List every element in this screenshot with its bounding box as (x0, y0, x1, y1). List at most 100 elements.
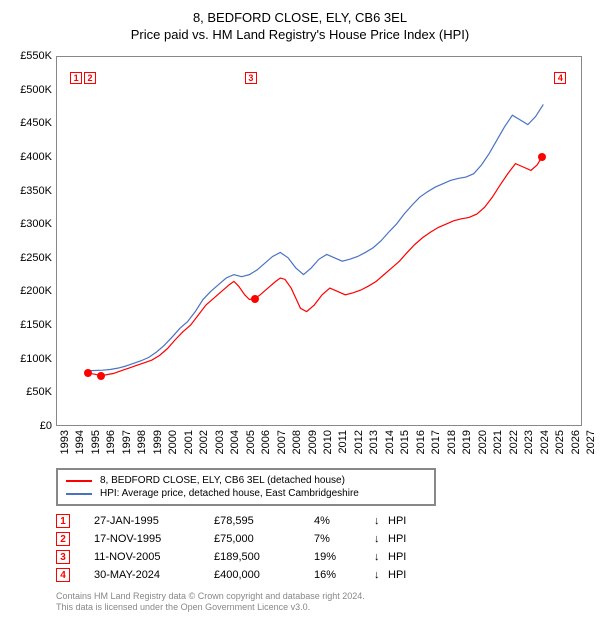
line-svg (56, 56, 582, 426)
arrow-down-icon: ↓ (374, 551, 388, 563)
x-tick-label: 2000 (167, 430, 179, 454)
y-tick-label: £400K (8, 151, 52, 163)
table-row: 1 27-JAN-1995£78,5954%↓HPI (56, 512, 476, 530)
y-tick-label: £200K (8, 285, 52, 297)
x-tick-label: 1995 (90, 430, 102, 454)
y-tick-label: £0 (8, 420, 52, 432)
x-tick-label: 1994 (74, 430, 86, 454)
legend-swatch (66, 493, 92, 495)
row-suffix: HPI (388, 551, 418, 563)
table-row: 4 30-MAY-2024£400,00016%↓HPI (56, 566, 476, 584)
row-index: 2 (56, 532, 70, 546)
x-tick-label: 2006 (260, 430, 272, 454)
x-tick-label: 2016 (415, 430, 427, 454)
row-index: 3 (56, 550, 70, 564)
sale-point-dot (538, 153, 546, 161)
x-tick-label: 2017 (430, 430, 442, 454)
sale-point-dot (97, 372, 105, 380)
sale-marker-2: 2 (84, 72, 96, 84)
row-suffix: HPI (388, 533, 418, 545)
x-tick-label: 2005 (245, 430, 257, 454)
x-tick-label: 2013 (368, 430, 380, 454)
x-tick-label: 1993 (59, 430, 71, 454)
x-tick-label: 2010 (322, 430, 334, 454)
x-tick-label: 2011 (337, 430, 349, 454)
y-tick-label: £300K (8, 218, 52, 230)
x-tick-label: 2008 (291, 430, 303, 454)
x-tick-label: 2003 (214, 430, 226, 454)
row-date: 27-JAN-1995 (94, 515, 214, 527)
y-tick-label: £500K (8, 84, 52, 96)
x-tick-label: 2019 (461, 430, 473, 454)
x-tick-label: 1999 (152, 430, 164, 454)
sale-marker-4: 4 (554, 72, 566, 84)
x-tick-label: 2021 (492, 430, 504, 454)
sale-marker-1: 1 (70, 72, 82, 84)
x-tick-label: 1996 (105, 430, 117, 454)
row-index: 1 (56, 514, 70, 528)
sale-point-dot (84, 369, 92, 377)
x-tick-label: 2007 (276, 430, 288, 454)
y-tick-label: £50K (8, 386, 52, 398)
footer-line-2: This data is licensed under the Open Gov… (56, 602, 365, 614)
arrow-down-icon: ↓ (374, 533, 388, 545)
legend-label: 8, BEDFORD CLOSE, ELY, CB6 3EL (detached… (100, 475, 345, 486)
arrow-down-icon: ↓ (374, 515, 388, 527)
legend: 8, BEDFORD CLOSE, ELY, CB6 3EL (detached… (56, 468, 436, 506)
table-row: 2 17-NOV-1995£75,0007%↓HPI (56, 530, 476, 548)
title-block: 8, BEDFORD CLOSE, ELY, CB6 3EL Price pai… (0, 0, 600, 42)
footer: Contains HM Land Registry data © Crown c… (56, 591, 365, 614)
x-tick-label: 2023 (523, 430, 535, 454)
footer-line-1: Contains HM Land Registry data © Crown c… (56, 591, 365, 603)
legend-label: HPI: Average price, detached house, East… (100, 488, 359, 499)
x-tick-label: 1998 (136, 430, 148, 454)
row-date: 11-NOV-2005 (94, 551, 214, 563)
row-pct: 16% (314, 569, 374, 581)
legend-swatch (66, 480, 92, 482)
x-tick-label: 1997 (121, 430, 133, 454)
y-tick-label: £100K (8, 353, 52, 365)
row-date: 30-MAY-2024 (94, 569, 214, 581)
row-pct: 7% (314, 533, 374, 545)
y-tick-label: £450K (8, 117, 52, 129)
row-pct: 19% (314, 551, 374, 563)
legend-item-hpi: HPI: Average price, detached house, East… (66, 487, 426, 500)
sale-marker-3: 3 (245, 72, 257, 84)
x-tick-label: 2009 (307, 430, 319, 454)
y-tick-label: £350K (8, 185, 52, 197)
x-tick-label: 2024 (539, 430, 551, 454)
row-price: £75,000 (214, 533, 314, 545)
row-price: £189,500 (214, 551, 314, 563)
series-hpi (87, 104, 543, 370)
row-date: 17-NOV-1995 (94, 533, 214, 545)
table-row: 3 11-NOV-2005£189,50019%↓HPI (56, 548, 476, 566)
y-tick-label: £150K (8, 319, 52, 331)
sales-table: 127-JAN-1995£78,5954%↓HPI217-NOV-1995£75… (56, 512, 476, 584)
x-tick-label: 2020 (477, 430, 489, 454)
row-price: £78,595 (214, 515, 314, 527)
x-tick-label: 2002 (198, 430, 210, 454)
title-line-2: Price paid vs. HM Land Registry's House … (0, 27, 600, 42)
x-tick-label: 2022 (508, 430, 520, 454)
x-tick-label: 2027 (585, 430, 597, 454)
y-tick-label: £250K (8, 252, 52, 264)
row-pct: 4% (314, 515, 374, 527)
legend-item-property: 8, BEDFORD CLOSE, ELY, CB6 3EL (detached… (66, 474, 426, 487)
arrow-down-icon: ↓ (374, 569, 388, 581)
title-line-1: 8, BEDFORD CLOSE, ELY, CB6 3EL (0, 10, 600, 25)
x-tick-label: 2025 (554, 430, 566, 454)
chart-container: 8, BEDFORD CLOSE, ELY, CB6 3EL Price pai… (0, 0, 600, 620)
x-tick-label: 2001 (183, 430, 195, 454)
x-tick-label: 2018 (446, 430, 458, 454)
x-tick-label: 2014 (384, 430, 396, 454)
y-tick-label: £550K (8, 50, 52, 62)
row-suffix: HPI (388, 515, 418, 527)
row-price: £400,000 (214, 569, 314, 581)
sale-point-dot (251, 295, 259, 303)
x-tick-label: 2015 (399, 430, 411, 454)
row-index: 4 (56, 568, 70, 582)
row-suffix: HPI (388, 569, 418, 581)
x-tick-label: 2012 (353, 430, 365, 454)
x-tick-label: 2004 (229, 430, 241, 454)
series-property (88, 157, 542, 376)
